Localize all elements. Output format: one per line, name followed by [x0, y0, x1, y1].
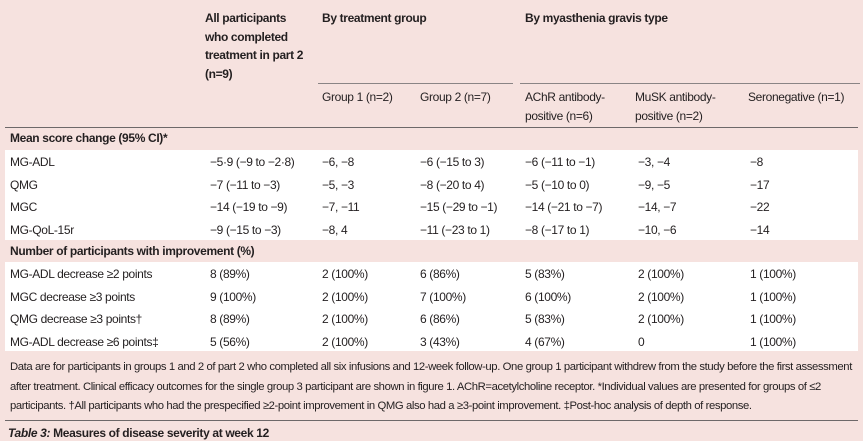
section-body-mean-score: MG-ADL −5·9 (−9 to −2·8) −6, −8 −6 (−15 to … — [5, 150, 858, 240]
cell-value: 2 (100%) — [322, 267, 368, 281]
cell-value: −6 (−15 to 3) — [420, 155, 485, 169]
header-all-participants: All participants who completed treatment… — [205, 11, 304, 81]
cell-value: −6 (−11 to −1) — [525, 155, 595, 169]
table-row: MG-ADL decrease ≥6 points‡ 5 (56%) 2 (100%… — [0, 332, 863, 354]
cell-value: −14 (−19 to −9) — [210, 200, 288, 214]
cell-value: −8, 4 — [322, 222, 348, 237]
cell-value: 4 (67%) — [525, 334, 565, 349]
cell-value: −17 — [750, 177, 770, 192]
cell-value: −9 (−15 to −3) — [210, 222, 281, 237]
cell-value: −5 (−10 to 0) — [525, 177, 590, 192]
caption-text: Measures of disease severity at week 12 — [50, 426, 269, 440]
cell-value: −9, −5 — [638, 177, 670, 192]
header-rule — [5, 127, 858, 128]
cell-value: 6 (86%) — [420, 312, 460, 326]
header-musk: MuSK antibody-positive (n=2) — [635, 90, 716, 123]
cell-value: −6, −8 — [322, 155, 354, 169]
group-rule — [520, 83, 860, 84]
section-title-mean-score: Mean score change (95% CI)* — [10, 131, 168, 145]
cell-value: −5, −3 — [322, 177, 354, 192]
cell-value: −11 (−23 to 1) — [420, 222, 490, 237]
table-row: MG-ADL decrease ≥2 points 8 (89%) 2 (100%)… — [0, 264, 863, 286]
cell-value: 7 (100%) — [420, 289, 466, 304]
cell-value: 5 (83%) — [525, 312, 565, 326]
row-label: MGC decrease ≥3 points — [10, 289, 135, 304]
cell-value: −14 (−21 to −7) — [525, 200, 603, 214]
table-row: QMG −7 (−11 to −3) −5, −3 −8 (−20 to 4) −5 (… — [0, 175, 863, 197]
cell-value: 5 (56%) — [210, 334, 250, 349]
table-caption: Table 3: Measures of disease severity at… — [8, 426, 269, 440]
cell-value: 6 (86%) — [420, 267, 460, 281]
cell-value: 2 (100%) — [638, 312, 684, 326]
cell-value: 3 (43%) — [420, 334, 460, 349]
cell-value: −7 (−11 to −3) — [210, 177, 280, 192]
cell-value: −7, −11 — [322, 200, 360, 214]
table-row: QMG decrease ≥3 points† 8 (89%) 2 (100%) 6 … — [0, 309, 863, 331]
cell-value: −8 — [750, 155, 763, 169]
header-group1: Group 1 (n=2) — [322, 90, 393, 104]
cell-value: 9 (100%) — [210, 289, 256, 304]
row-label: MG-ADL decrease ≥2 points — [10, 267, 153, 281]
cell-value: 5 (83%) — [525, 267, 565, 281]
cell-value: −10, −6 — [638, 222, 677, 237]
row-label: MGC — [10, 200, 37, 214]
cell-value: −14 — [750, 222, 770, 237]
footnote: Data are for participants in groups 1 an… — [10, 361, 852, 412]
row-label: MG-ADL decrease ≥6 points‡ — [10, 334, 159, 349]
group-rule — [318, 83, 513, 84]
cell-value: −3, −4 — [638, 155, 670, 169]
cell-value: 2 (100%) — [322, 334, 368, 349]
section-body-improvement: MG-ADL decrease ≥2 points 8 (89%) 2 (100%)… — [5, 262, 858, 351]
section-title-improvement: Number of participants with improvement … — [10, 244, 255, 258]
header-achr: AChR antibody-positive (n=6) — [525, 90, 605, 123]
table-row: MG-ADL −5·9 (−9 to −2·8) −6, −8 −6 (−15 to … — [0, 152, 863, 174]
footer-rule — [5, 420, 858, 421]
cell-value: 2 (100%) — [638, 267, 684, 281]
cell-value: 2 (100%) — [322, 289, 368, 304]
cell-value: 1 (100%) — [750, 289, 796, 304]
row-label: QMG — [10, 177, 38, 192]
header-group2: Group 2 (n=7) — [420, 90, 491, 104]
table-row: MG-QoL-15r −9 (−15 to −3) −8, 4 −11 (−23 to… — [0, 220, 863, 242]
table-row: MGC decrease ≥3 points 9 (100%) 2 (100%) 7 … — [0, 287, 863, 309]
row-label: MG-QoL-15r — [10, 222, 74, 237]
row-label: MG-ADL — [10, 155, 55, 169]
cell-value: 1 (100%) — [750, 267, 796, 281]
cell-value: 2 (100%) — [322, 312, 368, 326]
cell-value: −14, −7 — [638, 200, 677, 214]
header-seronegative: Seronegative (n=1) — [748, 90, 845, 104]
cell-value: 1 (100%) — [750, 312, 796, 326]
cell-value: −15 (−29 to −1) — [420, 200, 498, 214]
header-by-treatment-group: By treatment group — [322, 11, 427, 25]
header-by-mg-type: By myasthenia gravis type — [525, 11, 668, 25]
cell-value: 0 — [638, 334, 645, 349]
cell-value: 8 (89%) — [210, 312, 250, 326]
cell-value: 1 (100%) — [750, 334, 796, 349]
row-label: QMG decrease ≥3 points† — [10, 312, 142, 326]
cell-value: −22 — [750, 200, 770, 214]
table-row: MGC −14 (−19 to −9) −7, −11 −15 (−29 to −1)… — [0, 197, 863, 219]
cell-value: 6 (100%) — [525, 289, 571, 304]
cell-value: −8 (−20 to 4) — [420, 177, 485, 192]
cell-value: −5·9 (−9 to −2·8) — [210, 155, 295, 169]
caption-label: Table 3: — [8, 426, 51, 440]
cell-value: 8 (89%) — [210, 267, 250, 281]
cell-value: 2 (100%) — [638, 289, 684, 304]
cell-value: −8 (−17 to 1) — [525, 222, 590, 237]
